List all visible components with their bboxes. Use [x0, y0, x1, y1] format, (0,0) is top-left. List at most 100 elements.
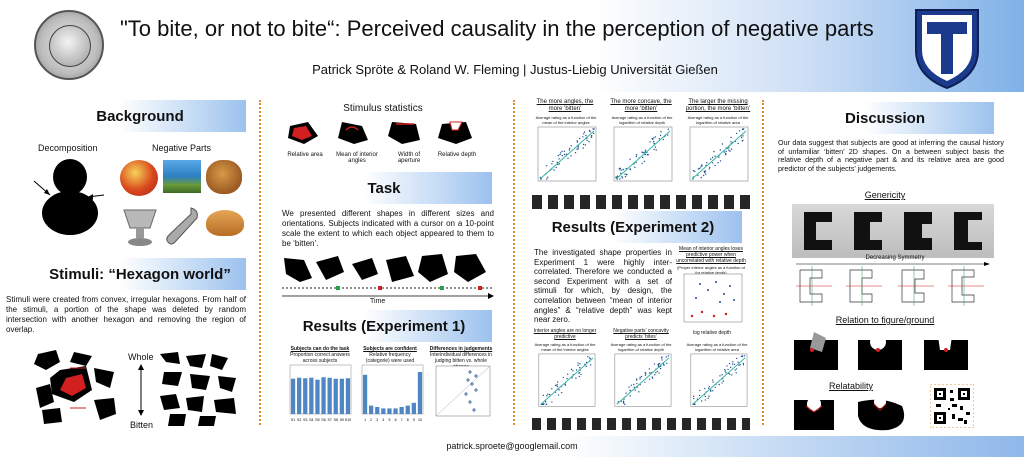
scatter-point [738, 130, 741, 132]
scatter-point [728, 362, 731, 365]
scatter-point [721, 382, 723, 384]
scatter-point [711, 379, 714, 381]
scatter-point [662, 138, 664, 141]
stimuli-text: Stimuli were created from convex, irregu… [6, 295, 246, 334]
scatter-point [660, 131, 662, 133]
scatter-point [698, 394, 701, 397]
tick-label: S4 [309, 418, 313, 422]
scatter-point [559, 153, 561, 156]
exp1-plot1-subtitle: Proportion correct answers across subjec… [290, 352, 350, 364]
stat-label-mean-angles: Mean of interior angles [336, 152, 378, 164]
bar [345, 378, 351, 414]
bar [297, 377, 302, 414]
scatter-point [562, 376, 565, 379]
scatter-point [707, 387, 710, 390]
scatter-point [710, 158, 712, 160]
tick-label: 1 [364, 418, 366, 422]
scatter-point [732, 361, 734, 363]
scatter-point [704, 395, 707, 398]
scatter-point [654, 136, 656, 138]
scatter-point [624, 176, 627, 178]
scatter-point [585, 134, 587, 137]
top-scatter-shape-strip [532, 195, 750, 209]
scatter-point [719, 160, 722, 162]
scatter-point [657, 363, 659, 366]
scatter-point [546, 178, 548, 180]
bar [393, 408, 398, 414]
section-heading-task: Task [276, 172, 492, 204]
scatter-point [708, 385, 711, 388]
scatter-point [708, 395, 710, 397]
scatter-point [731, 363, 734, 365]
scatter-point [618, 167, 620, 170]
scatter-point [737, 142, 739, 145]
scatter-point [553, 169, 555, 171]
scatter-point [590, 364, 592, 366]
bar [339, 378, 344, 414]
scatter-point [619, 178, 621, 180]
scatter-point [577, 362, 579, 364]
scatter-point [708, 168, 710, 170]
stat-label-width-aperture: Width of aperture [397, 152, 421, 164]
column-divider [762, 100, 764, 425]
scatter-point [721, 143, 724, 145]
scatter-point [551, 401, 553, 403]
scatter-point [729, 366, 732, 369]
scatter-point [706, 162, 708, 164]
bar [417, 372, 423, 414]
scatter-point [714, 164, 716, 167]
exp2-side-plot-title: Mean of interior angles loses predictive… [676, 246, 746, 264]
scatter-point [556, 161, 558, 163]
scatter-point [582, 147, 584, 149]
scatter-point [621, 176, 623, 178]
scatter-point [643, 160, 645, 163]
scatter-point [712, 162, 714, 164]
contact-email[interactable]: patrick.sproete@googlemail.com [446, 441, 578, 451]
top-scatter-plot-1 [537, 126, 597, 182]
scatter-point [585, 365, 587, 368]
negative-parts-label: Negative Parts [152, 143, 212, 153]
scatter-point [730, 141, 732, 143]
scatter-point [742, 364, 745, 366]
bar [369, 405, 374, 414]
tick-label: 6 [395, 418, 397, 422]
scatter-point [563, 153, 566, 156]
scatter-point [647, 154, 649, 156]
poster-authors: Patrick Spröte & Roland W. Fleming | Jus… [312, 62, 718, 77]
section-heading-stimuli: Stimuli: “Hexagon world” [34, 258, 246, 290]
scatter-point [588, 129, 591, 132]
scatter-point [651, 376, 653, 378]
scatter-point [741, 128, 744, 131]
scatter-point [725, 150, 727, 153]
tick-label: S2 [297, 418, 301, 422]
scatter-point [707, 397, 709, 399]
scatter-point [582, 143, 585, 146]
scatter-point [557, 394, 560, 396]
scatter-point [659, 134, 662, 136]
scatter-point [570, 368, 573, 371]
exp1-plot2-title: Subjects are confident [363, 346, 417, 352]
scatter-point [543, 403, 545, 405]
column-divider [513, 100, 515, 425]
apple-image [120, 160, 158, 196]
landscape-image [163, 160, 201, 193]
scatter-point [653, 148, 655, 151]
scatter-point [703, 171, 706, 173]
scatter-point [719, 149, 721, 151]
scatter-point [658, 372, 660, 374]
scatter-point [572, 370, 574, 372]
discussion-text: Our data suggest that subjects are good … [778, 138, 1004, 173]
qr-code-icon[interactable] [930, 384, 974, 428]
scatter-point [653, 142, 655, 145]
tick-label: S5 [315, 418, 319, 422]
scatter-point [694, 403, 696, 406]
bottom-scatter-1-title: Interior angles are no longer predictive [533, 328, 597, 340]
exp2-side-plot-xlabel: log relative depth [692, 330, 732, 336]
regression-line [616, 357, 670, 405]
scatter-point [588, 141, 590, 143]
scatter-point [718, 383, 720, 386]
header-banner [0, 0, 1024, 92]
scatter-point [625, 392, 627, 394]
scatter-point [742, 362, 745, 365]
scatter-point [639, 378, 641, 380]
